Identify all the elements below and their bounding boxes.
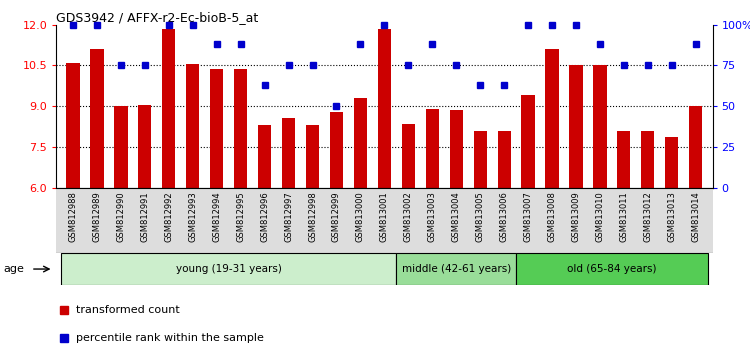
Text: GSM812993: GSM812993 — [188, 191, 197, 242]
Text: GSM812999: GSM812999 — [332, 191, 341, 241]
Text: GDS3942 / AFFX-r2-Ec-bioB-5_at: GDS3942 / AFFX-r2-Ec-bioB-5_at — [56, 11, 259, 24]
Text: GSM813002: GSM813002 — [404, 191, 412, 242]
Text: old (65-84 years): old (65-84 years) — [567, 264, 657, 274]
Bar — [689, 106, 702, 188]
Text: GSM813012: GSM813012 — [644, 191, 652, 242]
Text: GSM812997: GSM812997 — [284, 191, 293, 242]
Bar — [396, 253, 516, 285]
Text: middle (42-61 years): middle (42-61 years) — [401, 264, 511, 274]
Text: GSM813007: GSM813007 — [524, 191, 532, 242]
Text: GSM812998: GSM812998 — [308, 191, 317, 242]
Text: GSM812991: GSM812991 — [140, 191, 149, 241]
Text: GSM813004: GSM813004 — [452, 191, 460, 242]
Bar — [114, 106, 128, 188]
Text: GSM813009: GSM813009 — [572, 191, 580, 242]
Bar — [516, 253, 708, 285]
Text: GSM813001: GSM813001 — [380, 191, 388, 242]
Bar — [67, 63, 80, 188]
Bar — [330, 112, 343, 188]
Text: GSM812994: GSM812994 — [212, 191, 221, 241]
Bar — [641, 131, 655, 188]
Bar — [138, 105, 152, 188]
Bar — [402, 124, 415, 188]
Text: GSM813005: GSM813005 — [476, 191, 484, 242]
Bar — [282, 118, 296, 188]
Bar — [61, 253, 396, 285]
Text: percentile rank within the sample: percentile rank within the sample — [76, 333, 264, 343]
Bar — [91, 49, 104, 188]
Bar — [306, 125, 319, 188]
Bar — [378, 29, 391, 188]
Bar — [473, 131, 487, 188]
Bar — [210, 69, 224, 188]
Text: GSM812989: GSM812989 — [92, 191, 101, 242]
Bar — [426, 109, 439, 188]
Text: GSM813010: GSM813010 — [596, 191, 604, 242]
Bar — [450, 110, 463, 188]
Bar — [258, 125, 272, 188]
Bar — [593, 65, 607, 188]
Text: GSM812995: GSM812995 — [236, 191, 245, 241]
Text: GSM812990: GSM812990 — [116, 191, 125, 241]
Bar — [186, 64, 200, 188]
Bar — [234, 69, 248, 188]
Bar — [665, 137, 678, 188]
Text: GSM812996: GSM812996 — [260, 191, 269, 242]
Text: young (19-31 years): young (19-31 years) — [176, 264, 282, 274]
Bar — [545, 49, 559, 188]
Bar — [497, 131, 511, 188]
Bar — [354, 98, 367, 188]
Text: GSM813014: GSM813014 — [692, 191, 700, 242]
Text: GSM812988: GSM812988 — [68, 191, 77, 242]
Text: GSM813013: GSM813013 — [668, 191, 676, 242]
Text: GSM812992: GSM812992 — [164, 191, 173, 241]
Text: GSM813011: GSM813011 — [620, 191, 628, 242]
Text: GSM813008: GSM813008 — [548, 191, 556, 242]
Text: age: age — [4, 264, 25, 274]
Bar — [521, 95, 535, 188]
Bar — [569, 65, 583, 188]
Bar — [617, 131, 631, 188]
Text: GSM813006: GSM813006 — [500, 191, 508, 242]
Text: GSM813000: GSM813000 — [356, 191, 365, 242]
Bar — [162, 29, 176, 188]
Text: GSM813003: GSM813003 — [427, 191, 436, 242]
Text: transformed count: transformed count — [76, 305, 180, 315]
